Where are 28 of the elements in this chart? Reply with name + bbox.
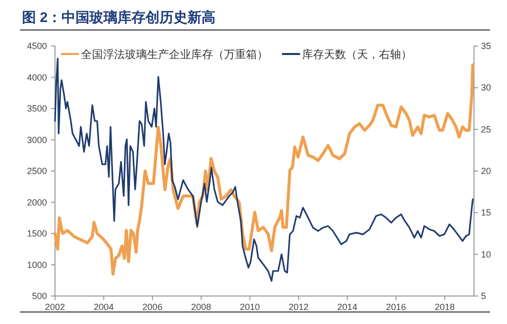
y-tick-label: 1000 <box>26 260 47 270</box>
x-tick-label: 2010 <box>240 302 260 312</box>
y-tick-label: 2500 <box>26 166 47 176</box>
x-tick-label: 2012 <box>288 302 309 312</box>
legend-label: 全国浮法玻璃生产企业库存（万重箱） <box>81 48 268 61</box>
y-tick-label: 4500 <box>26 41 47 51</box>
y2-tick-label: 10 <box>481 249 492 260</box>
y2-tick-label: 15 <box>481 208 492 218</box>
x-tick-label: 2004 <box>94 302 114 312</box>
title: 图 2：中国玻璃库存创历史新高 <box>22 9 216 25</box>
y-tick-label: 2000 <box>26 197 47 208</box>
y-tick-label: 3500 <box>26 104 47 114</box>
y2-tick-label: 30 <box>481 82 492 93</box>
y-tick-label: 500 <box>32 291 47 301</box>
legend-label: 库存天数（天，右轴） <box>302 48 412 61</box>
y-tick-label: 3000 <box>26 134 47 145</box>
y-tick-label: 1500 <box>26 228 47 238</box>
x-tick-label: 2018 <box>434 302 455 312</box>
x-tick-label: 2014 <box>337 302 358 312</box>
x-tick-label: 2006 <box>142 302 162 312</box>
x-tick-label: 2008 <box>191 302 212 312</box>
x-tick-label: 2002 <box>44 302 66 312</box>
y2-tick-label: 5 <box>481 291 486 301</box>
y2-tick-label: 35 <box>481 41 492 51</box>
y2-tick-label: 20 <box>481 166 492 176</box>
y-tick-label: 4000 <box>26 72 47 82</box>
y2-tick-label: 25 <box>481 124 492 134</box>
x-tick-label: 2016 <box>386 302 406 312</box>
